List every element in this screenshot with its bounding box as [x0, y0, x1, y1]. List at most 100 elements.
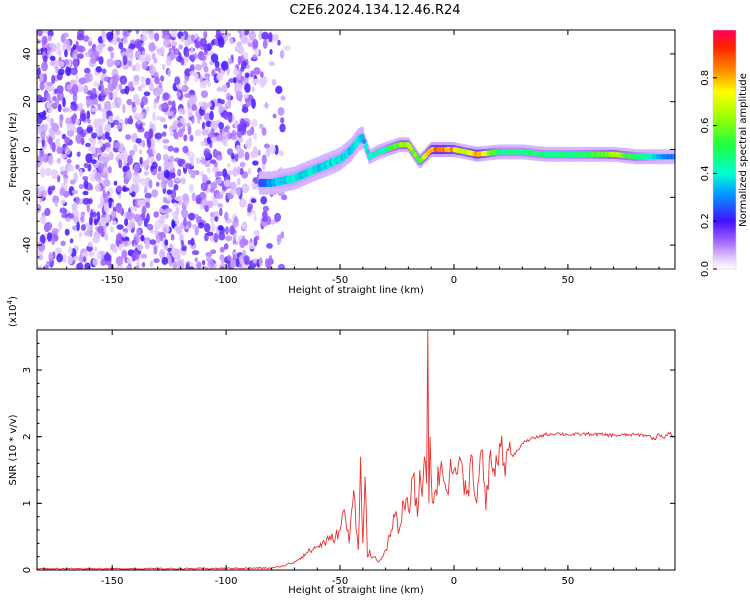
spectrogram-x-tick-label: -50 — [332, 275, 348, 286]
noise-blob — [221, 84, 228, 93]
noise-blob — [78, 183, 84, 190]
noise-blob — [67, 165, 75, 172]
noise-blob — [158, 81, 163, 89]
noise-blob — [254, 48, 260, 56]
noise-blob — [59, 118, 63, 128]
noise-blob — [251, 98, 256, 109]
noise-blob — [148, 64, 155, 75]
noise-blob — [269, 144, 276, 155]
noise-blob — [95, 66, 103, 73]
noise-blob — [278, 150, 284, 157]
spectrogram-noise — [37, 30, 291, 269]
noise-blob — [171, 198, 176, 204]
noise-blob — [133, 93, 140, 104]
noise-blob — [232, 166, 238, 177]
noise-blob — [90, 56, 97, 64]
colorbar-tick-label: 0.8 — [700, 70, 711, 86]
noise-blob — [211, 39, 215, 46]
noise-blob — [210, 181, 218, 190]
noise-blob — [236, 186, 241, 197]
noise-blob — [72, 58, 78, 67]
noise-blob — [66, 159, 72, 164]
noise-blob — [173, 184, 179, 191]
spectrogram-y-tick-label: 20 — [22, 95, 33, 108]
noise-blob — [141, 96, 149, 106]
noise-blob — [100, 84, 105, 93]
noise-blob — [39, 147, 44, 158]
noise-blob — [103, 172, 108, 180]
noise-blob — [283, 45, 291, 51]
noise-blob — [37, 254, 44, 261]
noise-blob — [51, 142, 56, 153]
noise-blob — [168, 155, 175, 163]
snr-x-tick-label: -150 — [101, 576, 124, 587]
noise-blob — [175, 220, 180, 225]
snr-series-line — [37, 330, 675, 570]
noise-blob — [148, 42, 156, 53]
noise-blob — [59, 165, 65, 172]
noise-blob — [157, 48, 165, 56]
noise-blob — [149, 82, 155, 92]
noise-blob — [101, 68, 107, 74]
noise-blob — [75, 133, 83, 144]
noise-blob — [89, 216, 93, 226]
noise-blob — [55, 247, 62, 254]
noise-blob — [214, 60, 220, 68]
noise-blob — [64, 138, 70, 144]
noise-blob — [134, 217, 140, 223]
noise-blob — [188, 212, 196, 221]
noise-blob — [133, 143, 138, 153]
noise-blob — [143, 197, 151, 203]
spectrogram-ridge — [258, 125, 675, 195]
noise-blob — [39, 195, 43, 203]
noise-blob — [262, 39, 268, 49]
noise-blob — [122, 37, 128, 45]
noise-blob — [257, 149, 261, 156]
noise-blob — [153, 211, 159, 218]
noise-blob — [253, 132, 257, 141]
noise-blob — [160, 178, 168, 189]
noise-blob — [47, 186, 53, 196]
noise-blob — [238, 263, 243, 269]
snr-exponent-base: (x10 — [8, 304, 19, 327]
noise-blob — [253, 67, 261, 75]
noise-blob — [167, 69, 171, 77]
noise-blob — [49, 55, 56, 61]
noise-blob — [239, 167, 244, 175]
noise-blob — [87, 118, 91, 124]
noise-blob — [131, 251, 140, 261]
noise-blob — [111, 210, 117, 217]
noise-blob — [86, 126, 93, 133]
noise-blob — [194, 129, 202, 137]
colorbar-tick-label: 0.4 — [700, 165, 711, 181]
noise-blob — [168, 257, 173, 268]
noise-blob — [56, 42, 61, 50]
noise-blob — [163, 124, 168, 129]
noise-blob — [220, 99, 225, 105]
noise-blob — [237, 55, 242, 66]
spectrogram-axes: -150 -100 -50 0 50 -40 -20 0 20 40 — [22, 29, 675, 286]
noise-blob — [71, 84, 79, 95]
noise-blob — [82, 190, 89, 196]
noise-blob — [51, 228, 60, 234]
noise-blob — [108, 91, 112, 101]
ridge-segment — [362, 138, 367, 145]
noise-blob — [104, 232, 109, 242]
noise-blob — [194, 213, 199, 219]
noise-blob — [39, 97, 47, 103]
noise-blob — [130, 191, 136, 198]
noise-blob — [201, 128, 208, 136]
noise-blob — [214, 178, 223, 185]
noise-blob — [97, 103, 102, 111]
noise-blob — [236, 41, 242, 48]
noise-blob — [104, 213, 111, 223]
noise-blob — [133, 163, 140, 174]
noise-blob — [198, 222, 205, 229]
noise-blob — [47, 155, 54, 166]
noise-blob — [135, 62, 141, 72]
noise-blob — [240, 35, 248, 44]
noise-blob — [171, 100, 176, 111]
noise-blob — [272, 113, 277, 119]
noise-blob — [144, 192, 152, 199]
noise-blob — [200, 170, 204, 177]
